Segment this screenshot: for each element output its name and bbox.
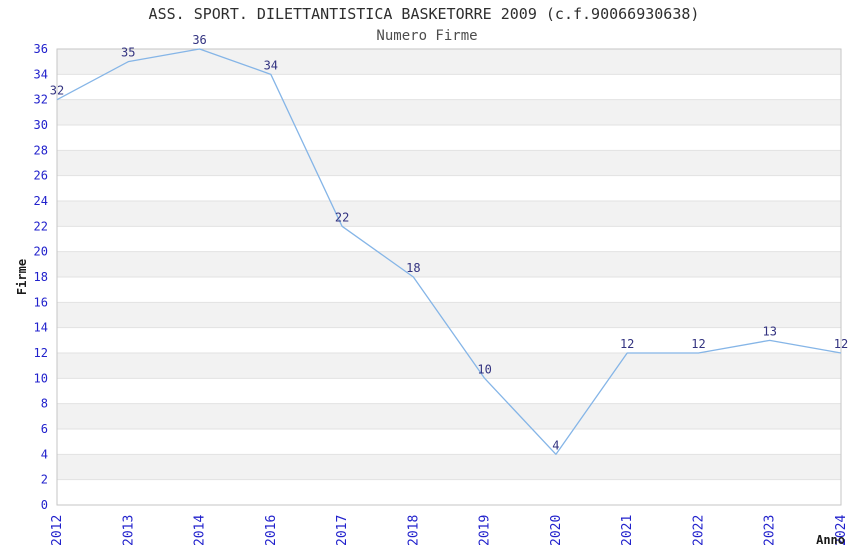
x-tick-label: 2016 (264, 515, 279, 546)
point-label: 12 (620, 337, 634, 351)
y-tick-label: 26 (34, 169, 48, 183)
grid-band (57, 302, 841, 328)
y-tick-label: 10 (34, 371, 48, 385)
y-tick-label: 24 (34, 194, 48, 208)
y-tick-label: 0 (41, 498, 48, 512)
y-tick-label: 16 (34, 295, 48, 309)
plot-border (56, 48, 842, 506)
y-tick-label: 4 (41, 447, 48, 461)
grid-band (57, 353, 841, 379)
grid-band (57, 150, 841, 176)
x-tick-label: 2013 (121, 515, 136, 546)
y-tick-label: 32 (34, 93, 48, 107)
x-tick-label: 2014 (193, 515, 208, 546)
chart-title: ASS. SPORT. DILETTANTISTICA BASKETORRE 2… (149, 5, 700, 23)
x-tick-label: 2012 (50, 515, 65, 546)
y-tick-label: 20 (34, 245, 48, 259)
x-tick-label: 2020 (549, 515, 564, 546)
grid-band (57, 201, 841, 227)
point-label: 13 (763, 324, 777, 338)
y-tick-label: 30 (34, 118, 48, 132)
y-tick-label: 22 (34, 219, 48, 233)
y-tick-label: 8 (41, 397, 48, 411)
y-tick-label: 18 (34, 270, 48, 284)
x-axis-label: Anno (816, 533, 845, 547)
point-label: 36 (192, 33, 206, 47)
x-tick-label: 2019 (478, 515, 493, 546)
x-tick-label: 2022 (691, 515, 706, 546)
y-tick-label: 6 (41, 422, 48, 436)
point-label: 22 (335, 210, 349, 224)
y-tick-label: 14 (34, 321, 48, 335)
x-tick-label: 2021 (620, 515, 635, 546)
grid-band (57, 454, 841, 480)
y-tick-label: 28 (34, 143, 48, 157)
x-tick-label: 2017 (335, 515, 350, 546)
point-label: 32 (50, 84, 64, 98)
point-label: 12 (834, 337, 848, 351)
point-label: 4 (552, 438, 559, 452)
y-tick-label: 2 (41, 473, 48, 487)
point-label: 35 (121, 46, 135, 60)
y-tick-label: 34 (34, 67, 48, 81)
grid-band (57, 99, 841, 125)
point-label: 18 (406, 261, 420, 275)
y-tick-label: 12 (34, 346, 48, 360)
point-label: 10 (477, 362, 491, 376)
point-label: 34 (264, 58, 278, 72)
grid-band (57, 251, 841, 277)
x-tick-label: 2023 (763, 515, 778, 546)
series-line (56, 48, 842, 455)
point-label: 12 (691, 337, 705, 351)
y-tick-label: 36 (34, 42, 48, 56)
y-axis-label: Firme (15, 259, 29, 295)
x-tick-label: 2018 (406, 515, 421, 546)
grid-band (57, 49, 841, 75)
chart-subtitle: Numero Firme (376, 28, 477, 44)
grid-band (57, 403, 841, 429)
x-tick-label: 2024 (834, 515, 849, 546)
